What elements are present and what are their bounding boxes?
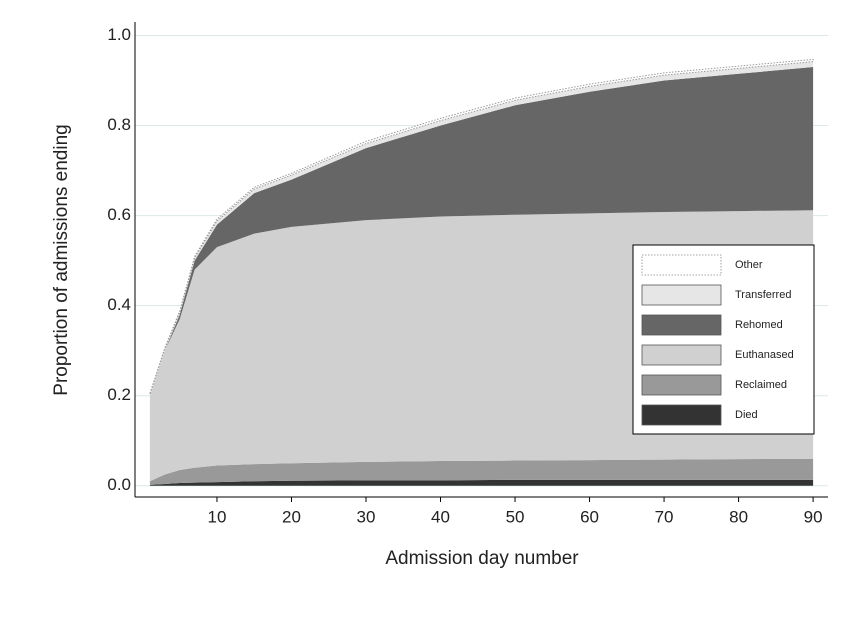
y-axis-title: Proportion of admissions ending: [51, 124, 72, 395]
area: [149, 58, 814, 395]
area: [149, 458, 814, 485]
area: [149, 67, 814, 396]
legend-label: Transferred: [735, 289, 791, 301]
x-tick-label: 40: [431, 507, 450, 526]
legend-swatch: [641, 284, 722, 306]
y-tick-label: 0.4: [107, 295, 131, 314]
y-tick-label: 1.0: [107, 25, 131, 44]
x-tick-label: 60: [580, 507, 599, 526]
legend-label: Euthanased: [735, 349, 794, 361]
y-tick-label: 0.6: [107, 205, 131, 224]
legend-swatch: [641, 374, 722, 396]
legend-swatch: [641, 344, 722, 366]
legend-label: Rehomed: [735, 319, 783, 331]
y-tick-label: 0.8: [107, 115, 131, 134]
x-axis-title: Admission day number: [385, 548, 579, 569]
y-tick-label: 0.2: [107, 385, 131, 404]
legend-swatch: [641, 254, 722, 276]
x-tick-label: 20: [282, 507, 301, 526]
area: [149, 479, 814, 486]
x-tick-label: 10: [208, 507, 227, 526]
legend-swatch: [641, 314, 722, 336]
legend-swatch: [641, 404, 722, 426]
x-tick-label: 30: [357, 507, 376, 526]
legend-label: Reclaimed: [735, 379, 787, 391]
y-tick-label: 0.0: [107, 475, 131, 494]
x-tick-label: 50: [506, 507, 525, 526]
legend-label: Died: [735, 409, 758, 421]
legend-label: Other: [735, 259, 763, 271]
legend-box: [632, 244, 815, 435]
x-tick-label: 80: [729, 507, 748, 526]
x-tick-label: 90: [804, 507, 823, 526]
x-tick-label: 70: [655, 507, 674, 526]
